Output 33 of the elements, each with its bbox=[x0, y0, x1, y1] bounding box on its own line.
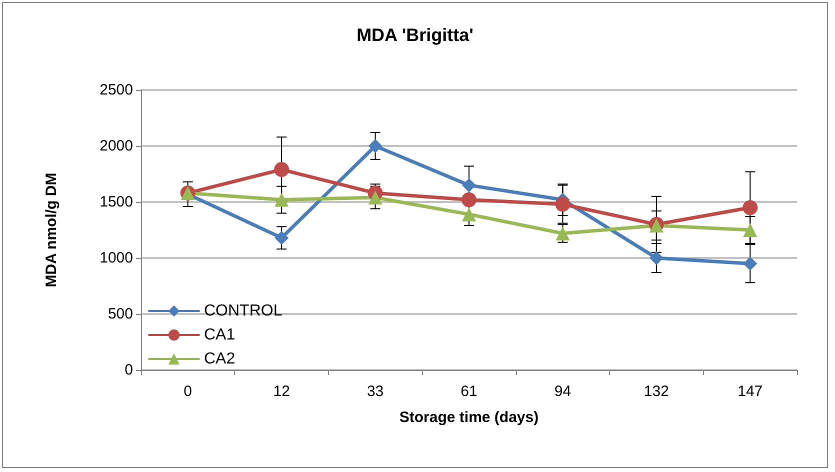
point bbox=[274, 230, 289, 245]
x-tick-label: 61 bbox=[460, 383, 478, 400]
legend-label: CA1 bbox=[204, 326, 236, 344]
x-tick-label: 33 bbox=[366, 383, 384, 400]
legend-label: CONTROL bbox=[204, 302, 282, 320]
point bbox=[649, 251, 664, 265]
y-axis-title: MDA nmol/g DM bbox=[43, 172, 60, 288]
point bbox=[462, 178, 476, 192]
y-tick-label: 1000 bbox=[100, 250, 133, 266]
x-tick-label: 0 bbox=[184, 383, 192, 400]
y-tick-label: 2500 bbox=[100, 82, 133, 98]
point bbox=[742, 200, 758, 216]
x-tick-label: 94 bbox=[554, 383, 572, 400]
x-axis-title: Storage time (days) bbox=[399, 409, 539, 426]
point bbox=[368, 139, 382, 153]
y-tick-label: 2000 bbox=[100, 138, 133, 154]
point bbox=[556, 226, 570, 240]
x-tick-label: 12 bbox=[273, 383, 290, 400]
x-tick-label: 147 bbox=[738, 383, 763, 400]
y-tick-label: 1500 bbox=[100, 194, 133, 210]
point bbox=[368, 190, 382, 205]
y-tick-label: 0 bbox=[124, 362, 133, 378]
y-tick-label: 500 bbox=[108, 306, 133, 322]
point bbox=[274, 162, 290, 178]
legend-label: CA2 bbox=[204, 350, 236, 368]
point bbox=[555, 196, 570, 212]
point bbox=[274, 192, 289, 207]
chart-title: MDA 'Brigitta' bbox=[356, 25, 474, 45]
point bbox=[743, 223, 758, 237]
point bbox=[743, 256, 758, 271]
point bbox=[462, 207, 476, 222]
x-tick-label: 132 bbox=[644, 383, 669, 400]
point bbox=[462, 192, 476, 208]
